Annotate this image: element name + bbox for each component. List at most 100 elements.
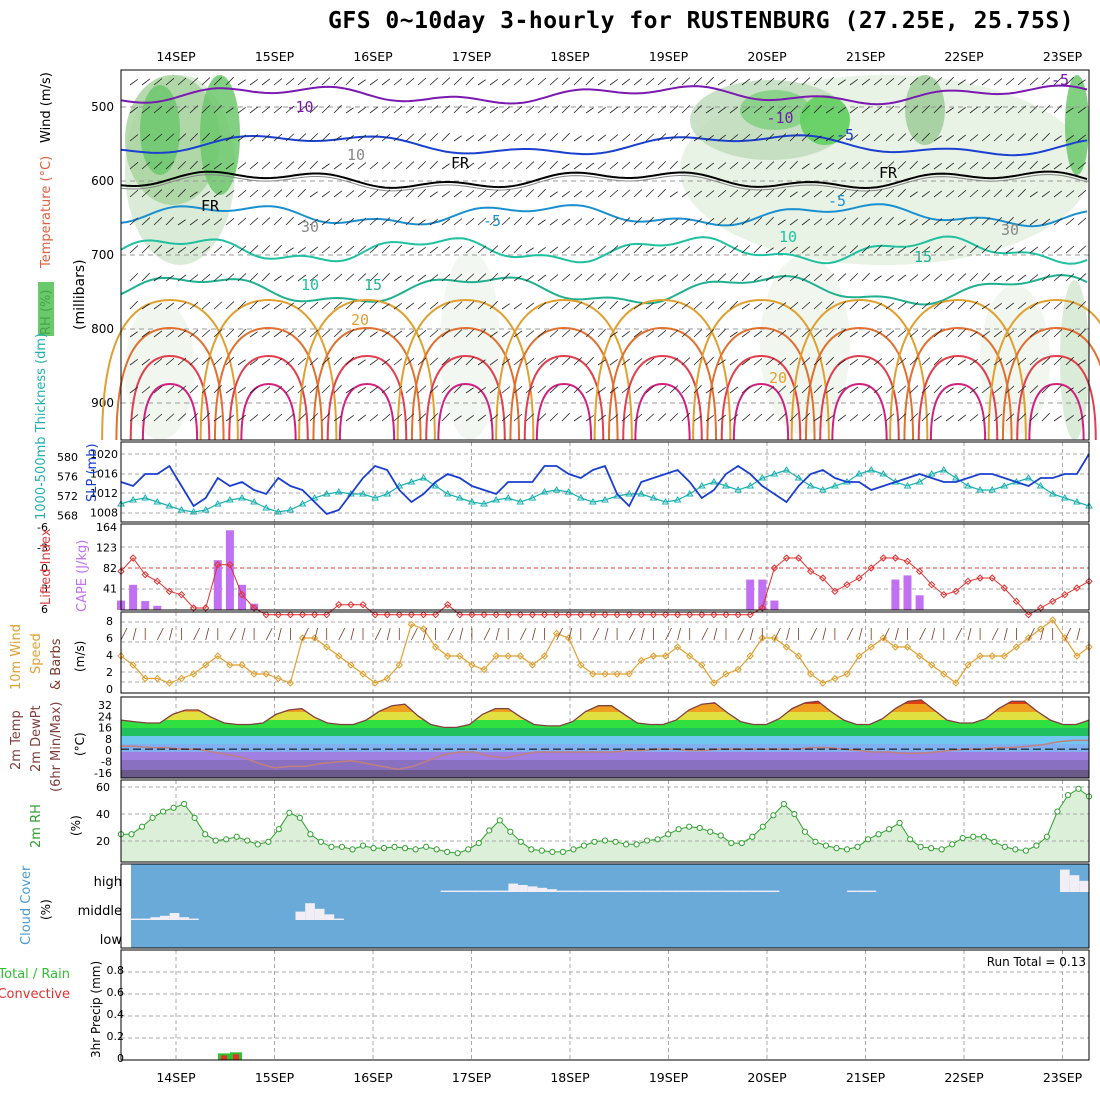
wind-barb — [465, 329, 475, 338]
contour-label: -10 — [766, 109, 793, 127]
wind-barb — [873, 358, 883, 366]
wind-barb — [993, 78, 1003, 86]
wind-barb — [585, 415, 594, 422]
rh-point — [1033, 842, 1040, 849]
wind-barb — [129, 359, 138, 366]
rh-point — [454, 850, 461, 857]
wind-barb-10m — [882, 627, 890, 641]
wind-barb — [345, 301, 355, 310]
wind-barb — [129, 134, 139, 142]
wind-barb — [1041, 412, 1050, 422]
thickness-point — [455, 494, 464, 501]
wind-barb — [693, 218, 703, 226]
wind-barb — [861, 358, 871, 366]
rh-point — [833, 845, 840, 852]
wind-barb — [681, 218, 691, 226]
wind-barb — [561, 357, 571, 366]
wind-barb — [753, 330, 763, 338]
wind-barb — [741, 272, 750, 282]
wind-barb — [885, 133, 895, 142]
wind-barb — [141, 161, 151, 170]
wind-barb — [621, 331, 630, 338]
lifted-index-point — [322, 610, 331, 619]
lifted-index-point — [516, 610, 525, 619]
lifted-index-point — [710, 610, 718, 619]
wind-barb — [549, 385, 559, 394]
wind-barb-10m — [592, 627, 600, 641]
wind-barb — [789, 357, 799, 366]
wind-barb — [525, 302, 535, 310]
wind-barb — [1053, 415, 1062, 422]
lifted-index-point — [564, 610, 573, 619]
wind-barb — [465, 190, 475, 198]
wind-barb — [921, 385, 931, 394]
wind-barb — [237, 359, 246, 366]
wind-barb — [525, 385, 535, 394]
lifted-index-point — [589, 610, 597, 619]
cape-bar — [915, 595, 924, 610]
date-label-bottom: 16SEP — [353, 1070, 393, 1085]
wind-barb — [189, 357, 199, 366]
wind-barb — [513, 189, 523, 198]
wind-barb — [489, 414, 499, 422]
wind-barb — [549, 191, 558, 198]
wind-barb-10m — [919, 627, 926, 641]
temp-tick: 32 — [98, 699, 112, 712]
lifted-index-point — [1024, 610, 1033, 619]
wind-barb-10m — [277, 627, 282, 641]
lifted-index-point — [335, 600, 343, 609]
wind-barb — [441, 412, 450, 422]
wind-barb — [849, 161, 859, 170]
wind-barb — [585, 162, 595, 170]
wind-barb — [945, 107, 954, 114]
wind-barb — [549, 413, 559, 422]
wind-barb — [573, 218, 583, 226]
wind-barb — [1065, 190, 1075, 198]
wind-barb — [549, 133, 559, 142]
rh-point — [170, 804, 177, 811]
wind-barb — [897, 105, 907, 114]
wind-barb — [741, 331, 750, 338]
warm-contour — [523, 354, 605, 441]
wind-speed-point — [540, 652, 549, 660]
wind-barb — [1029, 329, 1039, 338]
wind-barb — [573, 329, 583, 338]
wind-barb — [201, 191, 210, 198]
lifted-index-point — [528, 610, 537, 619]
wind-barb — [849, 331, 858, 338]
wind-barb — [909, 357, 919, 366]
wind-barb — [825, 135, 834, 142]
cape-tick: 41 — [103, 583, 117, 596]
wind-barb — [237, 328, 246, 338]
wind-barb — [549, 301, 559, 310]
wind-barb — [681, 329, 691, 338]
thickness-point — [480, 500, 488, 507]
cape-bar — [903, 575, 912, 610]
wind-barb — [705, 107, 714, 114]
run-total: Run Total = 0.13 — [987, 955, 1086, 969]
wind-barb — [573, 135, 582, 142]
wind-barb — [789, 301, 799, 310]
wind-barb — [645, 189, 655, 198]
contour-label: 30 — [1001, 221, 1019, 239]
wind-barb — [1041, 273, 1051, 282]
wind-barb — [285, 77, 295, 86]
wind-barb — [429, 301, 439, 310]
thickness-point — [238, 494, 246, 501]
rh-point — [517, 838, 524, 845]
wind-barb — [357, 162, 367, 170]
rh-point — [591, 838, 598, 845]
wind-barb — [201, 357, 211, 366]
rh-point — [159, 808, 167, 815]
high-cloud-bar — [847, 890, 857, 892]
wind-barb — [189, 274, 199, 282]
wind-barb — [945, 162, 955, 170]
wind-barb — [321, 218, 331, 226]
thickness-point — [468, 498, 476, 505]
wind-barb — [1077, 245, 1087, 254]
middle-cloud-bar — [305, 903, 315, 920]
wind-barb — [1017, 329, 1027, 338]
ylabel-cape: CAPE (J/kg) — [75, 540, 90, 612]
wind-barb — [333, 163, 342, 170]
slp-tick: 1008 — [90, 507, 118, 520]
